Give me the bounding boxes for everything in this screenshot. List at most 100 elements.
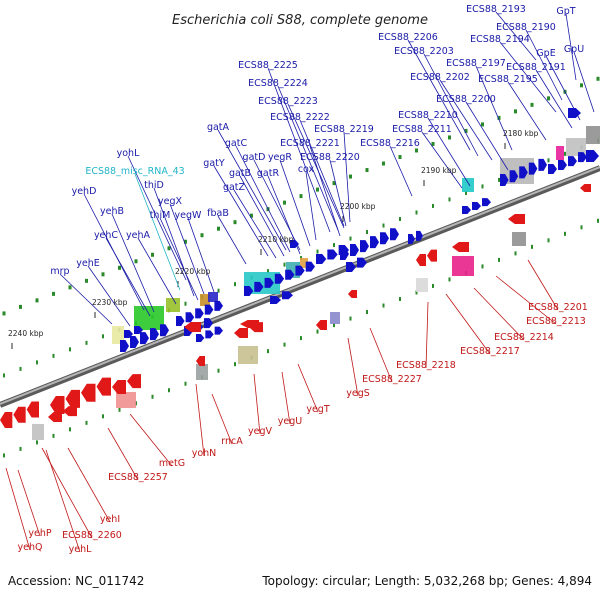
gene-label[interactable]: rncA [221, 436, 243, 447]
leader-line [297, 363, 319, 413]
leader-line [129, 413, 173, 467]
gene-label[interactable]: yegS [346, 388, 370, 399]
leader-line [525, 29, 563, 101]
forward-gene [350, 244, 359, 257]
gene-label[interactable]: yegV [248, 426, 272, 437]
gene-label[interactable]: ECS88_2260 [62, 530, 122, 541]
reverse-gene [81, 383, 96, 402]
reverse-gene [65, 389, 80, 408]
gene-label[interactable]: ECS88_2191 [506, 62, 566, 73]
gene-label[interactable]: yegR [268, 152, 292, 163]
gene-label[interactable]: ECS88_2227 [362, 374, 422, 385]
reverse-gene [63, 406, 77, 417]
gene-label[interactable]: GpE [536, 48, 555, 59]
gene-label[interactable]: yohL [117, 148, 140, 159]
gene-label[interactable]: ECS88_2257 [108, 472, 168, 483]
gene-label[interactable]: ECS88_2194 [470, 34, 530, 45]
gene-label[interactable]: ECS88_2219 [314, 124, 374, 135]
gene-label[interactable]: yehL [69, 544, 92, 555]
gene-label[interactable]: thiM [150, 210, 171, 221]
gene-label[interactable]: ECS88_2218 [396, 360, 456, 371]
gene-label[interactable]: ECS88_2220 [300, 152, 360, 163]
gene-label[interactable]: yehB [100, 206, 124, 217]
leader-line [253, 373, 261, 435]
reverse-gene [127, 374, 141, 389]
leader-line [495, 11, 537, 61]
forward-gene [548, 164, 557, 174]
gene-label[interactable]: gatB [229, 168, 251, 179]
gene-label[interactable]: ECS88_2214 [494, 332, 554, 343]
gene-label[interactable]: yehE [76, 258, 100, 269]
gene-label[interactable]: mrp [50, 266, 69, 277]
gene-label[interactable]: ECS88_2211 [392, 124, 452, 135]
gene-label[interactable]: ECS88_2206 [378, 32, 438, 43]
leader-line [195, 383, 205, 457]
gene-label[interactable]: yegW [175, 210, 202, 221]
gene-label[interactable]: yehI [100, 514, 120, 525]
gene-label[interactable]: ECS88_2193 [466, 4, 526, 15]
reverse-gene-labels: ECS88_2201 ECS88_2213 ECS88_2214 ECS88_2217… [18, 302, 588, 555]
gene-label[interactable]: yehP [28, 528, 51, 539]
gene-label[interactable]: yehC [94, 230, 118, 241]
gene-label[interactable]: ECS88_2222 [270, 112, 330, 123]
gene-label[interactable]: gatC [225, 138, 248, 149]
gene-label[interactable]: ECS88_2201 [528, 302, 588, 313]
gene-label[interactable]: yegX [158, 196, 182, 207]
gene-label[interactable]: metG [159, 458, 185, 469]
gene-label[interactable]: ECS88_2223 [258, 96, 318, 107]
gene-label[interactable]: gatA [207, 122, 230, 133]
gene-label[interactable]: ECS88_2213 [526, 316, 586, 327]
gene-label[interactable]: ECS88_2203 [394, 46, 454, 57]
gene-label[interactable]: ECS88_2216 [360, 138, 420, 149]
forward-gene [316, 254, 327, 264]
leader-line [159, 217, 199, 301]
gene-label[interactable]: gatD [243, 152, 266, 163]
gene-label[interactable]: ECS88_2221 [280, 138, 340, 149]
gene-label[interactable]: cox [298, 164, 315, 175]
leader-line [407, 39, 471, 151]
gene-label[interactable]: yehQ [18, 542, 43, 553]
gene-label[interactable]: GpT [556, 6, 575, 17]
gene-label[interactable]: yohN [192, 448, 217, 459]
content-bands [32, 126, 600, 440]
gene-label[interactable]: yegT [306, 404, 329, 415]
leader-line [343, 131, 351, 223]
forward-gene [327, 249, 338, 260]
gene-label[interactable]: gatY [203, 158, 225, 169]
forward-gene [578, 152, 587, 163]
gene-label[interactable]: gatZ [223, 182, 246, 193]
gene-label[interactable]: ECS88_2217 [460, 346, 520, 357]
tick-label: 2190 kbp [421, 166, 457, 175]
leader-line [267, 67, 331, 233]
content-band [166, 298, 180, 312]
gene-label[interactable]: ECS88_2225 [238, 60, 298, 71]
gene-label[interactable]: gatR [257, 168, 280, 179]
leader-line [527, 259, 559, 311]
gene-label[interactable]: yegU [278, 416, 302, 427]
gene-label[interactable]: ECS88_2200 [436, 94, 496, 105]
gene-label[interactable]: fbaB [207, 208, 229, 219]
forward-gene [254, 281, 264, 292]
reverse-gene [13, 406, 26, 423]
gene-label[interactable]: ECS88_2190 [496, 22, 556, 33]
gene-label[interactable]: ECS88_2202 [410, 72, 470, 83]
leader-line [281, 371, 291, 425]
gene-label[interactable]: ECS88_2210 [398, 110, 458, 121]
rna-gene-labels: ECS88_misc_RNA_43 [85, 166, 184, 177]
map-title: Escherichia coli S88, complete genome [172, 13, 428, 28]
gene-label[interactable]: ECS88_2224 [248, 78, 308, 89]
gene-label[interactable]: ECS88_2195 [478, 74, 538, 85]
gene-label[interactable]: GpU [564, 44, 584, 55]
forward-gene [528, 162, 538, 175]
forward-gene [357, 257, 367, 268]
gene-label[interactable]: ECS88_2197 [446, 58, 506, 69]
gene-label[interactable]: yehA [126, 230, 150, 241]
gene-label[interactable]: ECS88_misc_RNA_43 [85, 166, 184, 177]
gene-label[interactable]: yehD [72, 186, 97, 197]
gene-label[interactable]: thiD [144, 180, 164, 191]
content-band [512, 232, 526, 246]
forward-gene [380, 232, 389, 245]
forward-gene [519, 166, 528, 179]
forward-gene [124, 330, 133, 338]
